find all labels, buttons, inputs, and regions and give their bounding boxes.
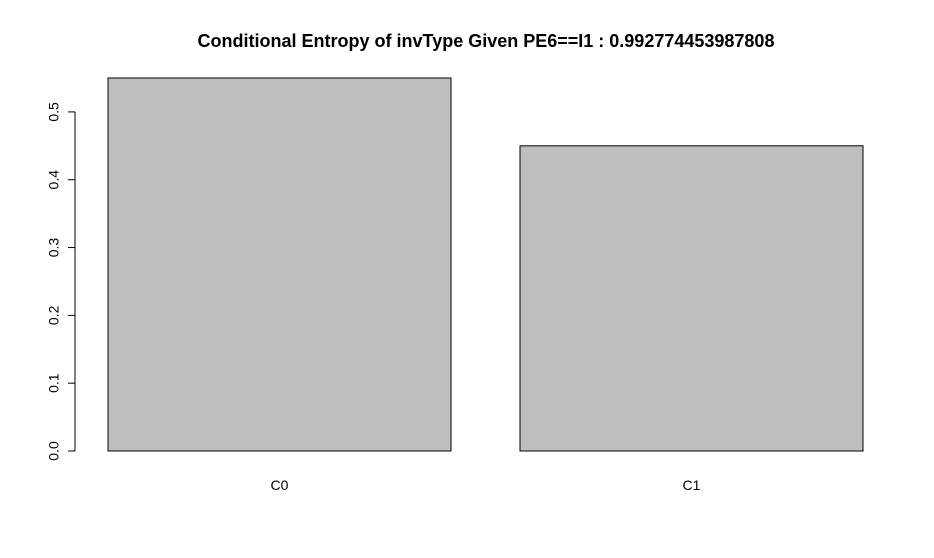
- bars-group: [107, 77, 864, 452]
- y-tick-label: 0.4: [46, 170, 62, 190]
- x-category-label: C1: [683, 477, 701, 493]
- y-tick-label: 0.3: [46, 238, 62, 258]
- bar-c0: [107, 77, 452, 452]
- y-tick-label: 0.5: [46, 102, 62, 122]
- y-tick-label: 0.2: [46, 305, 62, 325]
- x-axis-labels: C0 C1: [271, 477, 701, 493]
- y-axis: 0.0 0.1 0.2 0.3 0.4 0.5: [46, 102, 76, 461]
- bar-c1: [519, 145, 864, 452]
- chart-title: Conditional Entropy of invType Given PE6…: [198, 31, 775, 51]
- y-tick-label: 0.0: [46, 441, 62, 461]
- x-category-label: C0: [271, 477, 289, 493]
- y-tick-label: 0.1: [46, 373, 62, 393]
